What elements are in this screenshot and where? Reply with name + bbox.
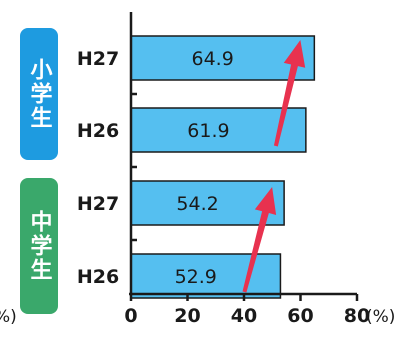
bar bbox=[130, 253, 282, 299]
trend-arrow bbox=[242, 187, 277, 293]
x-tick-label: 80 bbox=[344, 305, 370, 327]
group-label-box bbox=[20, 28, 58, 160]
bar bbox=[130, 180, 285, 226]
x-axis-unit: (%) bbox=[366, 307, 395, 327]
category-label: H26 bbox=[77, 266, 119, 288]
x-tick-label: 0 bbox=[124, 305, 137, 327]
category-label: H27 bbox=[77, 193, 119, 215]
category-label: H27 bbox=[77, 48, 119, 70]
x-tick-label: 20 bbox=[174, 305, 200, 327]
bar bbox=[130, 35, 316, 81]
bar-value-label: 61.9 bbox=[187, 120, 229, 142]
trend-arrow bbox=[273, 40, 306, 147]
x-tick-label: 40 bbox=[231, 305, 257, 327]
category-label: H26 bbox=[77, 120, 119, 142]
group-label-box bbox=[20, 178, 58, 314]
left-unit-fragment: %) bbox=[0, 307, 17, 327]
bar-value-label: 52.9 bbox=[175, 266, 217, 288]
bar-value-label: 64.9 bbox=[192, 48, 234, 70]
x-tick-label: 60 bbox=[287, 305, 313, 327]
group-label: 中学生 bbox=[27, 210, 53, 282]
group-label: 小学生 bbox=[27, 58, 53, 130]
bar-value-label: 54.2 bbox=[176, 193, 218, 215]
